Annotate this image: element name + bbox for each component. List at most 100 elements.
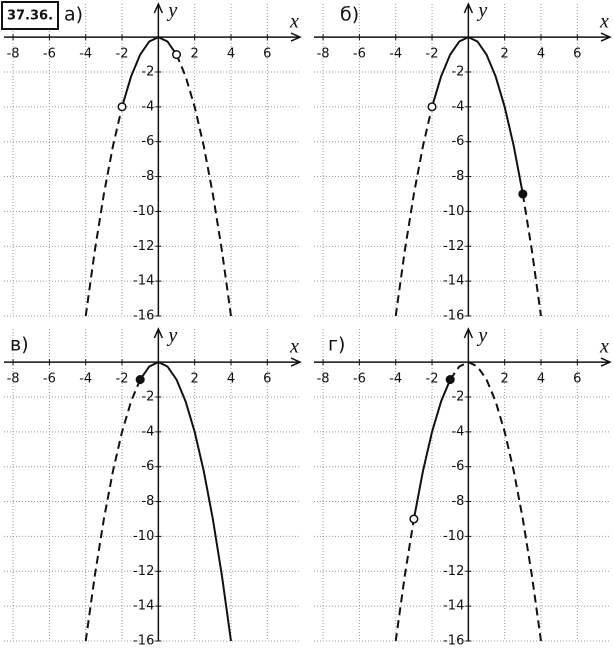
axis-arrow [600, 32, 612, 42]
y-tick-label: -12 [133, 239, 154, 254]
curve [521, 193, 542, 317]
x-axis-label: x [289, 11, 299, 33]
endpoint [409, 514, 419, 524]
y-tick-label: -4 [141, 99, 154, 114]
x-tick-label: -6 [353, 47, 366, 62]
curve [139, 361, 232, 642]
x-tick-label: -8 [317, 47, 330, 62]
axis-arrow [290, 32, 302, 42]
x-tick-label: -4 [389, 372, 402, 387]
x-tick-label: 4 [227, 47, 235, 62]
y-tick-label: -16 [133, 309, 154, 324]
y-tick-label: -6 [451, 459, 464, 474]
x-tick-label: -2 [116, 47, 129, 62]
curve [431, 36, 524, 195]
x-tick-label: 2 [191, 372, 199, 387]
y-tick-label: -4 [451, 424, 464, 439]
endpoint [171, 49, 182, 60]
axis-arrow [463, 327, 474, 339]
x-tick-label: -2 [426, 47, 439, 62]
curve [394, 518, 415, 642]
y-tick-label: -14 [443, 274, 464, 289]
x-tick-label: -4 [79, 372, 92, 387]
y-tick-label: -14 [133, 274, 154, 289]
curve [84, 379, 142, 642]
x-tick-label: 4 [227, 372, 235, 387]
y-tick-label: -12 [443, 564, 464, 579]
x-tick-label: 6 [263, 372, 271, 387]
panel-label: а) [64, 4, 83, 26]
curve [394, 106, 434, 317]
y-tick-label: -8 [141, 494, 154, 509]
y-tick-label: -16 [133, 634, 154, 649]
axis-arrow [463, 2, 474, 14]
y-axis-label: y [476, 325, 487, 347]
y-tick-label: -8 [451, 169, 464, 184]
y-axis-label: y [166, 0, 177, 22]
x-tick-label: -6 [353, 372, 366, 387]
y-tick-label: -12 [133, 564, 154, 579]
x-tick-label: -8 [7, 47, 20, 62]
curve [449, 361, 542, 642]
x-tick-label: -4 [389, 47, 402, 62]
y-tick-label: -6 [451, 134, 464, 149]
curve [84, 106, 124, 317]
x-tick-label: -6 [43, 372, 56, 387]
axis-arrow [290, 357, 302, 367]
x-tick-label: -8 [7, 372, 20, 387]
x-tick-label: -2 [426, 372, 439, 387]
panel-label: г) [328, 334, 345, 356]
curve [412, 379, 452, 520]
endpoint [518, 189, 528, 199]
x-tick-label: 4 [537, 372, 545, 387]
x-tick-label: 2 [191, 47, 199, 62]
panel-label: в) [10, 334, 29, 356]
y-tick-label: -6 [141, 134, 154, 149]
y-tick-label: -16 [443, 309, 464, 324]
x-tick-label: 2 [501, 372, 509, 387]
curve [121, 36, 178, 108]
curve [175, 54, 232, 317]
endpoint [445, 374, 455, 385]
y-tick-label: -4 [451, 99, 464, 114]
y-tick-label: -12 [443, 239, 464, 254]
y-tick-label: -2 [141, 64, 154, 79]
panel-label: б) [340, 4, 359, 26]
y-tick-label: -2 [451, 64, 464, 79]
axis-arrow [600, 357, 612, 367]
y-axis-label: y [476, 0, 487, 22]
x-axis-label: x [289, 336, 299, 358]
x-tick-label: 6 [573, 47, 581, 62]
x-tick-label: 2 [501, 47, 509, 62]
y-tick-label: -2 [451, 389, 464, 404]
endpoint [117, 102, 127, 112]
axis-arrow [153, 2, 164, 14]
y-tick-label: -8 [141, 169, 154, 184]
y-tick-label: -10 [443, 529, 464, 544]
y-tick-label: -8 [451, 494, 464, 509]
x-tick-label: -8 [317, 372, 330, 387]
x-tick-label: -2 [116, 372, 129, 387]
y-tick-label: -16 [443, 634, 464, 649]
endpoint [135, 374, 145, 385]
y-tick-label: -2 [141, 389, 154, 404]
y-tick-label: -10 [443, 204, 464, 219]
y-axis-label: y [166, 325, 177, 347]
x-tick-label: -6 [43, 47, 56, 62]
title: 37.36. [7, 9, 53, 24]
y-tick-label: -6 [141, 459, 154, 474]
x-axis-label: x [599, 11, 609, 33]
title-box [1, 1, 59, 30]
y-tick-label: -14 [443, 599, 464, 614]
y-tick-label: -4 [141, 424, 154, 439]
axis-arrow [153, 327, 164, 339]
x-tick-label: 6 [573, 372, 581, 387]
y-tick-label: -14 [133, 599, 154, 614]
x-tick-label: 6 [263, 47, 271, 62]
endpoint [427, 102, 437, 112]
x-axis-label: x [599, 336, 609, 358]
y-tick-label: -10 [133, 204, 154, 219]
x-tick-label: 4 [537, 47, 545, 62]
